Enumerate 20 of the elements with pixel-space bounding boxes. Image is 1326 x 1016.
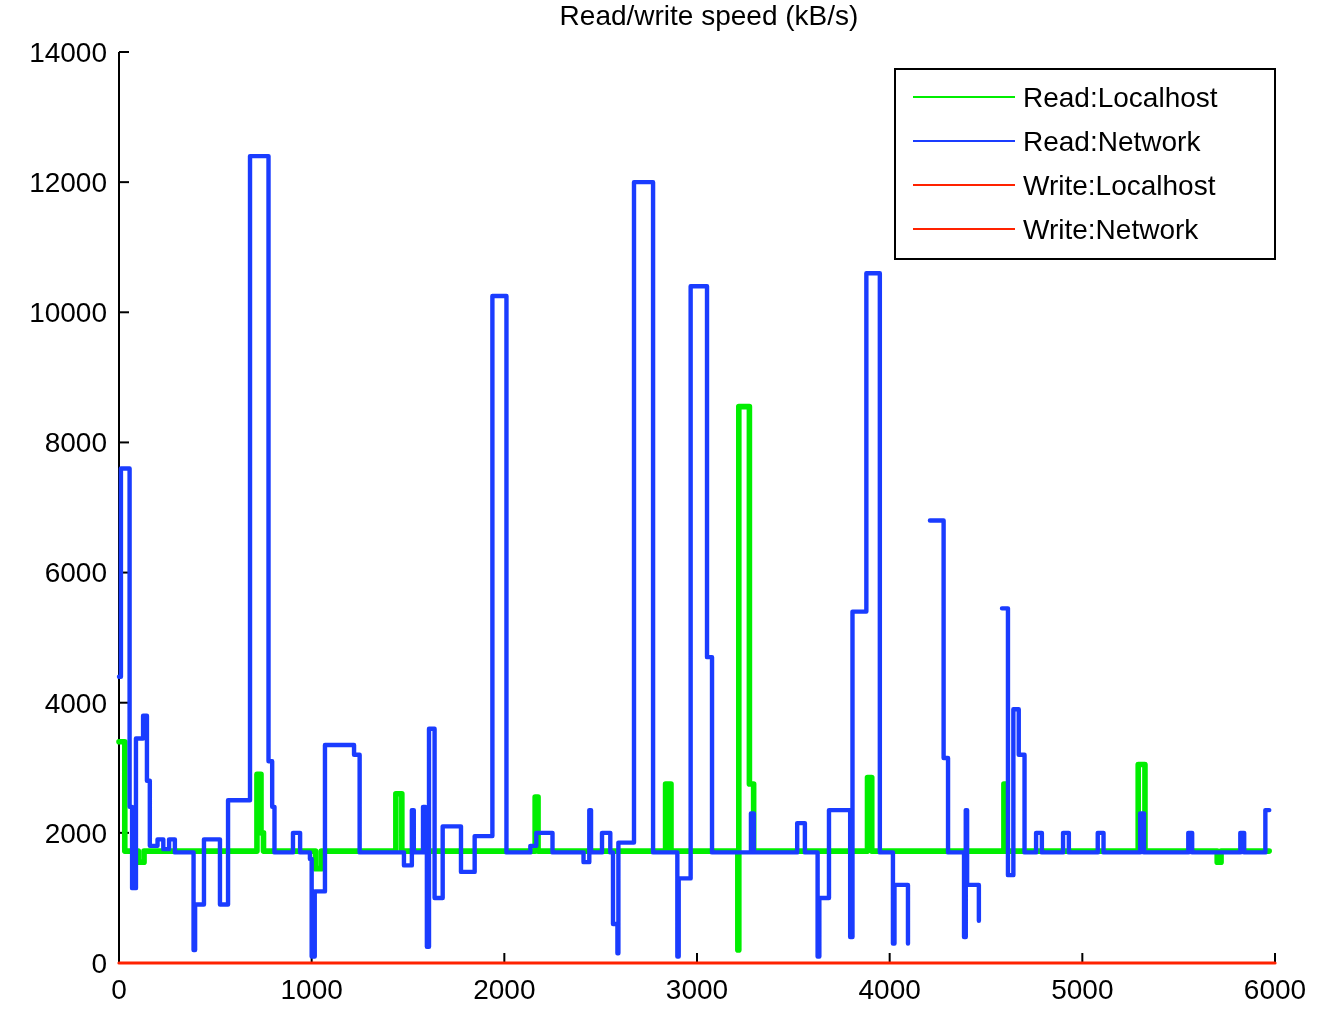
x-tick-label: 2000 [473, 974, 536, 1005]
y-tick-label: 2000 [44, 817, 107, 849]
y-tick-label: 14000 [29, 36, 107, 68]
x-tick-label: 4000 [858, 974, 921, 1005]
y-tick-label: 12000 [29, 166, 107, 198]
y-tick-label: 4000 [44, 687, 107, 719]
y-tick-label: 8000 [44, 427, 107, 459]
legend-label: Read:Network [1023, 125, 1202, 157]
y-tick-label: 0 [91, 947, 107, 979]
chart-title: Read/write speed (kB/s) [559, 0, 859, 31]
x-tick-label: 0 [111, 974, 127, 1005]
x-tick-label: 5000 [1051, 974, 1114, 1005]
y-tick-label: 10000 [29, 297, 107, 329]
legend-label: Write:Localhost [1023, 169, 1216, 201]
legend-label: Write:Network [1023, 213, 1200, 245]
x-tick-label: 6000 [1243, 974, 1307, 1005]
legend-label: Read:Localhost [1023, 81, 1218, 113]
x-tick-label: 1000 [280, 974, 343, 1005]
x-tick-label: 3000 [665, 974, 729, 1005]
y-tick-label: 6000 [44, 557, 107, 589]
